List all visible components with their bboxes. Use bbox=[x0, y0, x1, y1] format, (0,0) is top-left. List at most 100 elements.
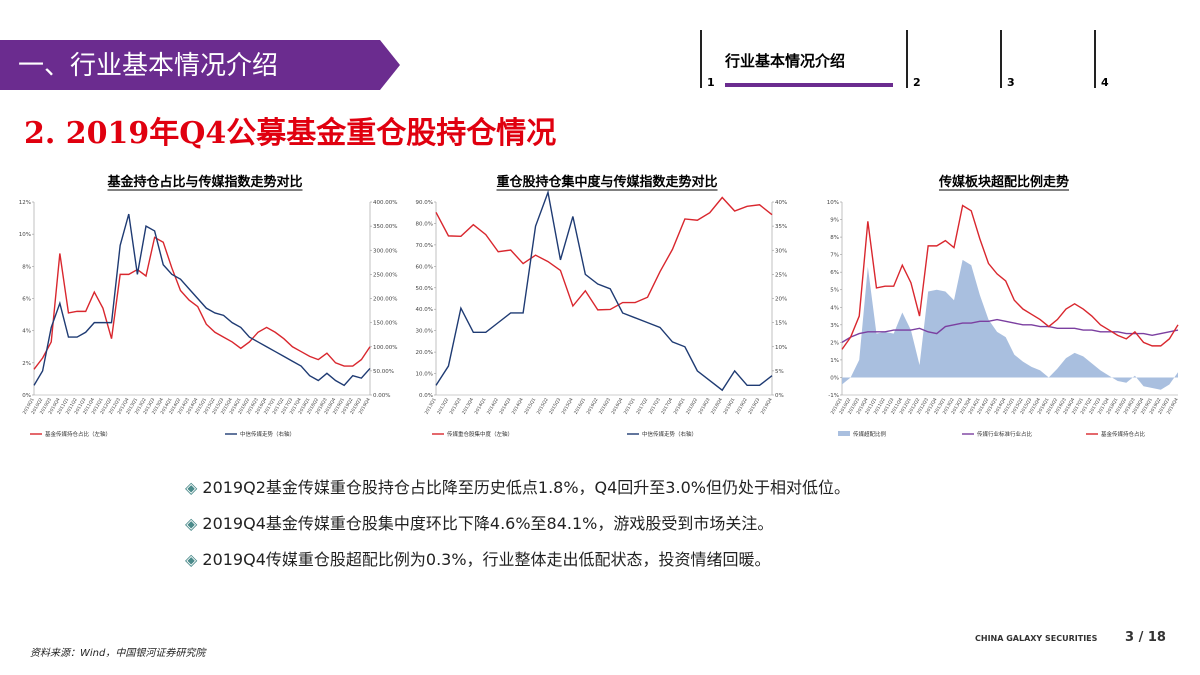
brand: CHINA GALAXY SECURITIES bbox=[975, 634, 1098, 643]
legend-label: 中信传媒走势（右轴） bbox=[642, 430, 697, 438]
y2-tick-label: 40% bbox=[775, 200, 787, 206]
legend-label: 传媒重仓股集中度（左轴） bbox=[447, 430, 513, 438]
x-tick-label: 2015Q4 bbox=[560, 397, 574, 416]
y2-tick-label: 200.00% bbox=[373, 297, 397, 303]
y2-tick-label: 15% bbox=[775, 321, 787, 327]
nav: 行业基本情况介绍 1 2 3 4 bbox=[700, 30, 1109, 89]
x-tick-label: 2017Q1 bbox=[623, 397, 637, 416]
section-banner: 一、行业基本情况介绍 bbox=[0, 40, 400, 90]
chart-title: 传媒板块超配比例走势 bbox=[938, 174, 1069, 190]
y-tick-label: 10% bbox=[19, 232, 31, 238]
y2-tick-label: 300.00% bbox=[373, 248, 397, 254]
x-tick-label: 2014Q3 bbox=[498, 397, 512, 416]
y-tick-label: 2% bbox=[830, 340, 839, 346]
y-tick-label: 8% bbox=[22, 264, 31, 270]
legend-label: 基金传媒持仓占比 bbox=[1101, 430, 1146, 438]
x-tick-label: 2013Q3 bbox=[448, 397, 462, 416]
y2-tick-label: 5% bbox=[775, 369, 784, 375]
y-tick-label: 60.0% bbox=[416, 264, 433, 270]
y-tick-label: 30.0% bbox=[416, 329, 433, 335]
y-tick-label: 70.0% bbox=[416, 243, 433, 249]
chart-title: 重仓股持仓集中度与传媒指数走势对比 bbox=[496, 174, 717, 190]
subtitle: 2. 2019年Q4公募基金重仓股持仓情况 bbox=[24, 116, 557, 151]
x-tick-label: 2018Q1 bbox=[672, 397, 686, 416]
legend-swatch bbox=[838, 431, 850, 436]
line bbox=[435, 196, 773, 311]
x-tick-label: 2015Q1 bbox=[523, 397, 537, 416]
y-tick-label: 10% bbox=[827, 200, 839, 206]
y2-tick-label: 150.00% bbox=[373, 321, 397, 327]
nav-number[interactable]: 1 bbox=[707, 76, 715, 89]
x-tick-label: 2016Q3 bbox=[598, 397, 612, 416]
x-tick-label: 2014Q4 bbox=[511, 397, 525, 416]
y-tick-label: 5% bbox=[830, 288, 839, 294]
line bbox=[33, 236, 371, 370]
y2-tick-label: 0.00% bbox=[373, 393, 390, 399]
x-tick-label: 2018Q3 bbox=[697, 397, 711, 416]
y2-tick-label: 50.00% bbox=[373, 369, 394, 375]
bullet-icon: ◈ bbox=[185, 550, 203, 569]
bullet-list: ◈ 2019Q2基金传媒重仓股持仓占比降至历史低点1.8%，Q4回升至3.0%但… bbox=[185, 470, 850, 578]
y2-tick-label: 25% bbox=[775, 272, 787, 278]
y-tick-label: 20.0% bbox=[416, 350, 433, 356]
y2-tick-label: 20% bbox=[775, 297, 787, 303]
chart-title: 基金持仓占比与传媒指数走势对比 bbox=[106, 174, 302, 190]
nav-active-bar bbox=[725, 83, 893, 87]
nav-item[interactable]: 行业基本情况介绍 bbox=[724, 52, 845, 70]
banner-shape bbox=[0, 40, 400, 90]
x-tick-label: 2017Q2 bbox=[635, 397, 649, 416]
y2-tick-label: 250.00% bbox=[373, 272, 397, 278]
source-note: 资料来源：Wind，中国银河证券研究院 bbox=[30, 648, 206, 659]
x-tick-label: 2015Q3 bbox=[548, 397, 562, 416]
x-tick-label: 2015Q2 bbox=[536, 397, 550, 416]
bullet-icon: ◈ bbox=[185, 478, 203, 497]
y-tick-label: 80.0% bbox=[416, 221, 433, 227]
x-tick-label: 2016Q1 bbox=[573, 397, 587, 416]
y-tick-label: 7% bbox=[830, 253, 839, 259]
y2-tick-label: 400.00% bbox=[373, 200, 397, 206]
y-tick-label: 6% bbox=[22, 297, 31, 303]
bullet: ◈ 2019Q2基金传媒重仓股持仓占比降至历史低点1.8%，Q4回升至3.0%但… bbox=[185, 470, 850, 506]
legend-label: 传媒行业标准行业占比 bbox=[977, 430, 1033, 438]
x-tick-label: 2017Q4 bbox=[660, 397, 674, 416]
y2-tick-label: 30% bbox=[775, 248, 787, 254]
y-tick-label: 3% bbox=[830, 323, 839, 329]
y-tick-label: 6% bbox=[830, 270, 839, 276]
x-tick-label: 2018Q4 bbox=[710, 397, 724, 416]
x-tick-label: 2014Q2 bbox=[486, 397, 500, 416]
x-tick-label: 2016Q4 bbox=[610, 397, 624, 416]
legend-label: 中信传媒走势（右轴） bbox=[240, 430, 295, 438]
y2-tick-label: 10% bbox=[775, 345, 787, 351]
line bbox=[435, 189, 773, 392]
y2-tick-label: 350.00% bbox=[373, 224, 397, 230]
nav-number[interactable]: 3 bbox=[1007, 76, 1015, 89]
x-tick-label: 2013Q1 bbox=[424, 397, 438, 416]
nav-number[interactable]: 2 bbox=[913, 76, 921, 89]
area bbox=[842, 259, 1178, 390]
y-tick-label: 0% bbox=[830, 375, 839, 381]
x-tick-label: 2019Q1 bbox=[722, 397, 736, 416]
y2-tick-label: 100.00% bbox=[373, 345, 397, 351]
x-tick-label: 2013Q2 bbox=[436, 397, 450, 416]
x-tick-label: 2013Q4 bbox=[461, 397, 475, 416]
legend-label: 基金传媒持仓占比（左轴） bbox=[45, 430, 111, 438]
x-tick-label: 2019Q3 bbox=[747, 397, 761, 416]
x-tick-label: 2014Q1 bbox=[473, 397, 487, 416]
bullet: ◈ 2019Q4基金传媒重仓股集中度环比下降4.6%至84.1%，游戏股受到市场… bbox=[185, 506, 850, 542]
x-tick-label: 2019Q2 bbox=[735, 397, 749, 416]
bullet-text: 2019Q4传媒重仓股超配比例为0.3%，行业整体走出低配状态，投资情绪回暖。 bbox=[202, 550, 771, 569]
bullet-text: 2019Q4基金传媒重仓股集中度环比下降4.6%至84.1%，游戏股受到市场关注… bbox=[202, 514, 774, 533]
y-tick-label: 4% bbox=[22, 329, 31, 335]
section-title: 一、行业基本情况介绍 bbox=[18, 51, 278, 81]
page-number: 3 / 18 bbox=[1125, 630, 1166, 645]
y-tick-label: 40.0% bbox=[416, 307, 433, 313]
y-tick-label: 1% bbox=[830, 358, 839, 364]
y-tick-label: 9% bbox=[830, 218, 839, 224]
y-tick-label: 10.0% bbox=[416, 372, 433, 378]
nav-number[interactable]: 4 bbox=[1101, 76, 1109, 89]
y-tick-label: 8% bbox=[830, 235, 839, 241]
line bbox=[841, 318, 1179, 343]
charts: 基金持仓占比与传媒指数走势对比 0% 2% 4% 6% 8% 10% 12% 0.00% 50.0… bbox=[19, 174, 1180, 438]
y2-tick-label: 0% bbox=[775, 393, 784, 399]
